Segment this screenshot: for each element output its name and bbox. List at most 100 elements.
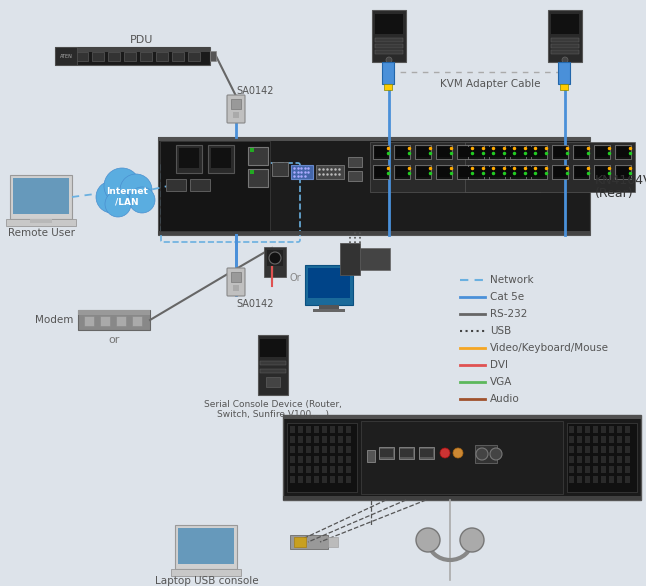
Bar [60, 52, 72, 61]
Bar [585, 446, 590, 453]
Text: USB: USB [490, 326, 511, 336]
Bar [522, 167, 534, 177]
Bar [314, 436, 319, 443]
Bar [338, 476, 343, 483]
Bar [384, 84, 392, 90]
Bar [266, 377, 280, 387]
Bar [594, 145, 610, 159]
Circle shape [104, 168, 140, 204]
Bar [298, 476, 303, 483]
Bar [330, 466, 335, 473]
Bar [322, 426, 327, 433]
Text: ATEN: ATEN [59, 53, 72, 59]
Text: KVM Adapter Cable: KVM Adapter Cable [440, 79, 540, 89]
Bar [417, 167, 429, 177]
Bar [338, 426, 343, 433]
Text: or: or [109, 335, 120, 345]
Bar [290, 446, 295, 453]
Bar [250, 148, 254, 152]
Circle shape [476, 448, 488, 460]
Bar [520, 165, 536, 179]
Bar [248, 147, 268, 165]
Bar [319, 305, 339, 310]
Bar [558, 62, 570, 84]
Bar [569, 466, 574, 473]
Text: Modem: Modem [35, 315, 73, 325]
Bar [617, 466, 622, 473]
Bar [338, 446, 343, 453]
Bar [306, 456, 311, 463]
Bar [510, 165, 526, 179]
Bar [468, 165, 484, 179]
Bar [188, 52, 200, 61]
Bar [436, 165, 452, 179]
Bar [478, 145, 494, 159]
Bar [124, 52, 136, 61]
Bar [308, 268, 350, 298]
Bar [379, 447, 394, 459]
Bar [171, 569, 241, 576]
Bar [551, 50, 579, 54]
Text: Internet
/LAN: Internet /LAN [106, 188, 148, 207]
Circle shape [269, 252, 281, 264]
Bar [593, 446, 598, 453]
Circle shape [120, 174, 152, 206]
Bar [601, 426, 606, 433]
Bar [330, 476, 335, 483]
Circle shape [129, 187, 155, 213]
Bar [55, 47, 210, 65]
Bar [625, 456, 630, 463]
Bar [575, 167, 587, 177]
Bar [116, 316, 126, 326]
Bar [489, 165, 505, 179]
Text: VGA: VGA [490, 377, 512, 387]
Bar [609, 426, 614, 433]
Bar [294, 537, 306, 547]
Bar [459, 147, 471, 157]
Bar [375, 38, 403, 42]
Bar [615, 145, 631, 159]
Circle shape [562, 57, 568, 63]
Bar [489, 145, 505, 159]
Bar [322, 476, 327, 483]
Bar [373, 145, 389, 159]
Bar [468, 145, 484, 159]
Bar [13, 178, 69, 214]
Bar [375, 50, 403, 54]
Bar [617, 446, 622, 453]
Bar [593, 476, 598, 483]
Bar [533, 167, 545, 177]
Bar [140, 52, 152, 61]
Bar [338, 466, 343, 473]
Text: Serial Console Device (Router,: Serial Console Device (Router, [204, 400, 342, 410]
Bar [178, 528, 234, 564]
Text: Video/Keyboard/Mouse: Video/Keyboard/Mouse [490, 343, 609, 353]
Bar [609, 466, 614, 473]
Bar [330, 426, 335, 433]
Bar [231, 272, 241, 282]
Bar [233, 112, 239, 118]
Bar [367, 450, 375, 462]
Bar [577, 446, 582, 453]
Bar [298, 466, 303, 473]
Bar [306, 476, 311, 483]
Bar [552, 165, 568, 179]
Bar [470, 167, 482, 177]
Bar [314, 426, 319, 433]
Bar [330, 446, 335, 453]
Bar [84, 316, 94, 326]
Bar [569, 456, 574, 463]
Bar [601, 446, 606, 453]
FancyBboxPatch shape [227, 268, 245, 296]
Bar [491, 167, 503, 177]
Bar [512, 167, 524, 177]
Bar [596, 167, 608, 177]
Bar [346, 436, 351, 443]
Bar [585, 436, 590, 443]
Bar [372, 10, 406, 62]
Bar [314, 456, 319, 463]
Bar [577, 436, 582, 443]
Bar [158, 231, 590, 235]
Text: Switch, Sunfire V100,....): Switch, Sunfire V100,....) [217, 411, 329, 420]
Bar [617, 456, 622, 463]
